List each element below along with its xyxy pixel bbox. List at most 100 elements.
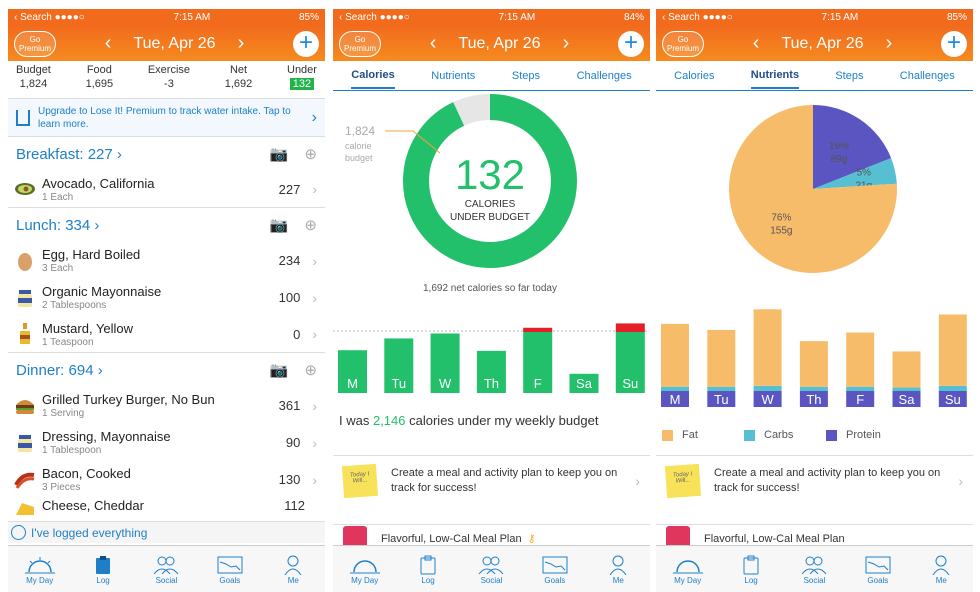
burger-icon — [12, 395, 38, 417]
tab-challenges[interactable]: Challenges — [899, 69, 955, 82]
food-item[interactable]: Bacon, Cooked 3 Pieces 130 › — [8, 461, 325, 498]
breakfast-header[interactable]: Breakfast: 227 › 📷 ⊕ — [16, 145, 317, 164]
add-circle-icon[interactable]: ⊕ — [304, 217, 317, 234]
date-label: Tue, Apr 26 — [781, 34, 864, 52]
tab-me[interactable]: Me — [593, 554, 643, 585]
tab-calories[interactable]: Calories — [674, 69, 715, 82]
bar-M-fat — [661, 323, 689, 387]
tab-steps[interactable]: Steps — [835, 69, 864, 82]
tab-goals[interactable]: Goals — [205, 554, 255, 585]
status-time: 7:15 AM — [821, 12, 859, 23]
prev-day-button[interactable]: ‹ — [752, 32, 760, 54]
camera-icon[interactable]: 📷 — [269, 362, 289, 379]
chevron-right-icon: › — [635, 472, 640, 489]
bar-W — [430, 333, 460, 393]
tab-social[interactable]: Social — [789, 554, 839, 585]
pie-slice-fat — [729, 105, 897, 273]
meal-plan-icon — [343, 526, 367, 545]
pie-label-percent: 76% — [771, 213, 791, 224]
dinner-header[interactable]: Dinner: 694 › 📷 ⊕ — [16, 361, 317, 380]
bar-Tu-carbs — [707, 386, 736, 391]
tab-me[interactable]: Me — [268, 554, 318, 585]
logged-everything-checkbox[interactable]: I've logged everything — [8, 521, 325, 543]
tab-challenges[interactable]: Challenges — [576, 69, 632, 82]
tab-me[interactable]: Me — [916, 554, 966, 585]
food-item[interactable]: Organic Mayonnaise 2 Tablespoons 100 › — [8, 279, 325, 316]
tab-bar: My Day Log Social Goals Me — [656, 545, 973, 592]
camera-icon[interactable]: 📷 — [269, 217, 289, 234]
go-premium-button[interactable]: Go Premium — [339, 30, 381, 57]
meal-plan-row[interactable]: Flavorful, Low-Cal Meal Plan — [656, 524, 973, 545]
next-day-button[interactable]: › — [885, 32, 893, 54]
bar-Th-protein — [799, 391, 828, 407]
premium-banner[interactable]: Upgrade to Lose It! Premium to track wat… — [8, 99, 325, 137]
add-button[interactable]: + — [618, 30, 644, 57]
sticky-note-icon: Today I Will... — [341, 463, 379, 498]
prev-day-button[interactable]: ‹ — [104, 32, 112, 54]
bar-F-fat — [846, 332, 875, 387]
prev-day-button[interactable]: ‹ — [429, 32, 437, 54]
legend-protein: Protein — [826, 429, 881, 441]
meal-plan-tip[interactable]: Today I Will... Create a meal and activi… — [656, 455, 973, 505]
meal-plan-icon — [666, 526, 690, 545]
tab-log[interactable]: Log — [403, 554, 453, 585]
go-premium-button[interactable]: Go Premium — [14, 30, 56, 57]
graph-icon — [205, 554, 255, 576]
camera-icon[interactable]: 📷 — [269, 146, 289, 163]
bar-Su-carbs — [938, 385, 967, 391]
tab-steps[interactable]: Steps — [511, 69, 541, 82]
status-back[interactable]: ‹ Search ●●●●○ — [662, 12, 733, 23]
budget-pointer — [385, 130, 441, 154]
summary-budget: Budget 1,824 — [16, 64, 51, 90]
status-back[interactable]: ‹ Search ●●●●○ — [14, 12, 85, 23]
bar-Th — [476, 350, 506, 393]
food-item[interactable]: Mustard, Yellow 1 Teaspoon 0 › — [8, 316, 325, 353]
food-item[interactable]: Avocado, California 1 Each 227 › — [8, 171, 325, 208]
tab-social[interactable]: Social — [466, 554, 516, 585]
tab-log[interactable]: Log — [78, 554, 128, 585]
meal-plan-row[interactable]: Flavorful, Low-Cal Meal Plan ⚷ — [333, 524, 650, 545]
tab-my-day[interactable]: My Day — [15, 554, 65, 585]
bar-Th-carbs — [799, 386, 828, 391]
weekly-calorie-bar-chart: M Tu W Th F Sa Su — [333, 323, 650, 393]
legend-carbs: Carbs — [744, 429, 826, 441]
tab-my-day[interactable]: My Day — [663, 554, 713, 585]
status-bar: ‹ Search ●●●●○ 7:15 AM 84% — [333, 9, 650, 26]
lunch-header[interactable]: Lunch: 334 › 📷 ⊕ — [16, 216, 317, 235]
status-back[interactable]: ‹ Search ●●●●○ — [339, 12, 410, 23]
over-budget-Su — [615, 323, 645, 332]
bar-label: Th — [484, 376, 499, 391]
pie-label-grams: 155g — [770, 226, 792, 237]
tab-log[interactable]: Log — [726, 554, 776, 585]
meal-plan-tip[interactable]: Today I Will... Create a meal and activi… — [333, 455, 650, 505]
clipboard-icon — [726, 554, 776, 576]
add-circle-icon[interactable]: ⊕ — [304, 362, 317, 379]
header: Go Premium ‹ Tue, Apr 26 › + — [333, 26, 650, 61]
add-button[interactable]: + — [941, 30, 967, 57]
bar-F-protein — [846, 391, 875, 407]
tab-social[interactable]: Social — [141, 554, 191, 585]
bar-label: Th — [806, 392, 821, 407]
food-item[interactable]: Dressing, Mayonnaise 1 Tablespoon 90 › — [8, 424, 325, 461]
budget-label-1: calorie — [345, 141, 372, 151]
tab-goals[interactable]: Goals — [853, 554, 903, 585]
tab-calories[interactable]: Calories — [351, 63, 395, 89]
add-button[interactable]: + — [293, 30, 319, 57]
tab-nutrients[interactable]: Nutrients — [750, 63, 800, 89]
pie-label-grams: 89g — [831, 154, 848, 165]
date-label: Tue, Apr 26 — [458, 34, 541, 52]
food-item[interactable]: Cheese, Cheddar 112 — [8, 498, 325, 518]
food-item[interactable]: Egg, Hard Boiled 3 Each 234 › — [8, 242, 325, 279]
tab-nutrients[interactable]: Nutrients — [431, 69, 476, 82]
tab-goals[interactable]: Goals — [530, 554, 580, 585]
next-day-button[interactable]: › — [562, 32, 570, 54]
food-item[interactable]: Grilled Turkey Burger, No Bun 1 Serving 3… — [8, 387, 325, 424]
next-day-button[interactable]: › — [237, 32, 245, 54]
tab-my-day[interactable]: My Day — [340, 554, 390, 585]
go-premium-button[interactable]: Go Premium — [662, 30, 704, 57]
add-circle-icon[interactable]: ⊕ — [304, 146, 317, 163]
bar-F — [523, 331, 553, 393]
donut-under-arc — [403, 94, 577, 268]
mayonnaise-jar-icon — [12, 287, 38, 309]
